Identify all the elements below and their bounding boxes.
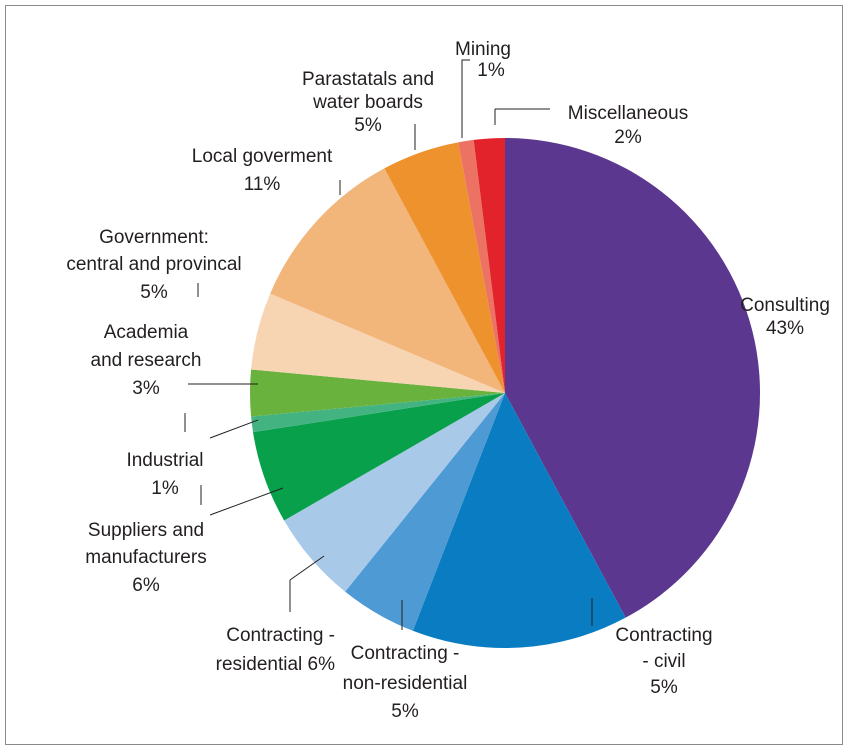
label-industrial-pct: 1%	[151, 478, 179, 499]
label-mining-name: Mining	[455, 39, 511, 60]
label-government-pct: 5%	[140, 282, 168, 303]
label-academia-pct: 3%	[132, 378, 160, 399]
label-suppliers-line1: Suppliers and	[88, 520, 204, 541]
pie-slice-contracting-residential	[284, 393, 505, 592]
label-contracting-nonres-line2: non-residential	[343, 673, 468, 694]
label-contracting-res-line1: Contracting -	[226, 625, 335, 646]
pie-slices	[250, 138, 761, 649]
leader-line	[209, 487, 284, 516]
pie-slice-academia-and-research	[250, 369, 505, 417]
label-parastatals-pct: 5%	[354, 115, 382, 136]
label-contracting-civil-pct: 5%	[650, 677, 678, 698]
label-industrial-name: Industrial	[126, 450, 203, 471]
leader-line	[209, 419, 259, 439]
label-misc-name: Miscellaneous	[568, 103, 688, 124]
pie-slice-mining	[458, 139, 505, 393]
pie-slice-local-goverment	[270, 168, 505, 393]
leader-lines	[184, 59, 593, 630]
pie-slice-parastatals-and-water-boards	[384, 142, 505, 393]
label-local-gov-pct: 11%	[244, 174, 281, 195]
label-suppliers-pct: 6%	[132, 575, 160, 596]
label-government-line2: central and provincal	[66, 254, 241, 275]
label-parastatals-line1: Parastatals and	[302, 69, 434, 90]
label-contracting-nonres-pct: 5%	[391, 701, 419, 722]
label-academia-line2: and research	[91, 350, 202, 371]
label-local-gov-name: Local goverment	[192, 146, 333, 167]
label-mining-pct: 1%	[477, 60, 505, 81]
pie-slice-contracting-civil	[412, 393, 626, 649]
label-government-line1: Government:	[99, 227, 209, 248]
leader-line	[461, 59, 470, 138]
pie-slice-government-central-and-provincal	[251, 293, 505, 393]
slice-labels: Consulting 43% Contracting - civil 5% Co…	[66, 39, 830, 722]
pie-slice-miscellaneous	[473, 138, 505, 393]
label-consulting-name: Consulting	[740, 295, 830, 316]
label-contracting-civil-line1: Contracting	[615, 625, 712, 646]
pie-slice-industrial	[251, 393, 505, 433]
label-contracting-civil-line2: - civil	[642, 651, 685, 672]
label-suppliers-line2: manufacturers	[85, 547, 206, 568]
label-academia-line1: Academia	[104, 322, 189, 343]
pie-slice-contracting-non-residential	[345, 393, 505, 631]
pie-slice-consulting	[505, 138, 761, 618]
leader-line	[289, 555, 325, 581]
label-contracting-nonres-line1: Contracting -	[351, 643, 460, 664]
label-contracting-res-line2: residential 6%	[216, 654, 335, 675]
label-misc-pct: 2%	[614, 127, 642, 148]
label-parastatals-line2: water boards	[312, 92, 423, 113]
pie-slice-suppliers-and-manufacturers	[253, 393, 505, 521]
label-consulting-pct: 43%	[766, 318, 804, 339]
